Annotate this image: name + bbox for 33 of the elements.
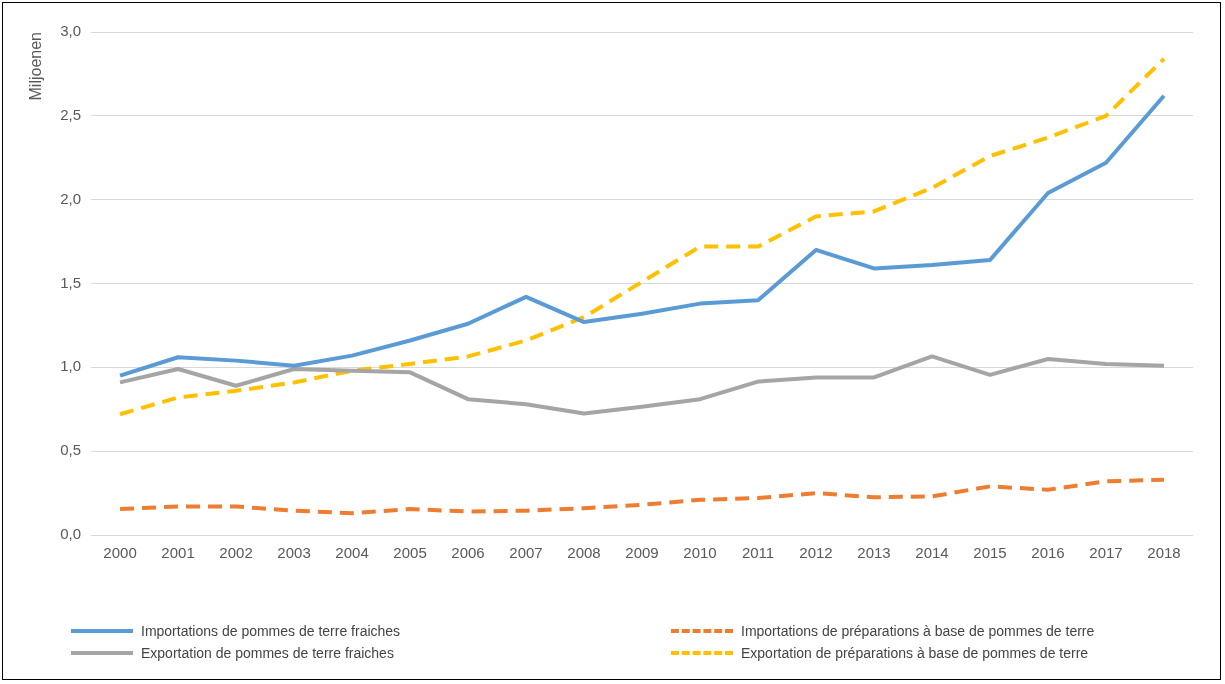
x-tick-label: 2008 — [567, 544, 601, 562]
x-tick-label: 2017 — [1089, 544, 1123, 562]
x-tick-label: 2003 — [277, 544, 311, 562]
x-tick-label: 2001 — [161, 544, 195, 562]
legend-label: Exportation de préparations à base de pommes de terre — [741, 645, 1089, 661]
x-tick-label: 2007 — [509, 544, 543, 562]
y-axis-title: Miljoenen — [27, 32, 45, 101]
x-tick-label: 2018 — [1147, 544, 1181, 562]
x-tick-label: 2014 — [915, 544, 949, 562]
y-tick-label: 1,0 — [60, 357, 82, 375]
legend-label: Importations de pommes de terre fraiches — [141, 623, 401, 639]
x-tick-label: 2005 — [393, 544, 427, 562]
y-tick-label: 2,5 — [60, 105, 82, 123]
x-tick-label: 2004 — [335, 544, 369, 562]
x-tick-label: 2016 — [1031, 544, 1065, 562]
x-tick-label: 2011 — [741, 544, 775, 562]
x-tick-label: 2000 — [103, 544, 137, 562]
legend-label: Importations de préparations à base de pommes de terre — [741, 623, 1095, 639]
y-tick-label: 0,5 — [60, 441, 82, 459]
x-tick-label: 2010 — [683, 544, 717, 562]
x-tick-label: 2015 — [973, 544, 1007, 562]
legend-label: Exportation de pommes de terre fraiches — [141, 645, 394, 661]
line-series — [118, 56, 1166, 417]
y-tick-label: 2,0 — [60, 189, 82, 207]
x-tick-label: 2009 — [625, 544, 659, 562]
y-tick-label: 1,5 — [60, 273, 82, 291]
x-tick-label: 2013 — [857, 544, 891, 562]
x-tick-label: 2002 — [219, 544, 253, 562]
y-tick-label: 0,0 — [60, 525, 82, 543]
y-tick-label: 3,0 — [60, 22, 82, 40]
x-tick-label: 2012 — [799, 544, 833, 562]
line-series — [118, 477, 1166, 516]
x-tick-label: 2006 — [451, 544, 485, 562]
